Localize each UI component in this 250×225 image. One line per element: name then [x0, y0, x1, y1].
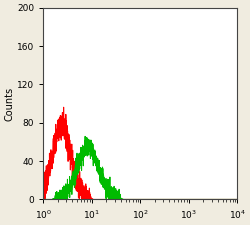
Y-axis label: Counts: Counts [4, 86, 14, 121]
